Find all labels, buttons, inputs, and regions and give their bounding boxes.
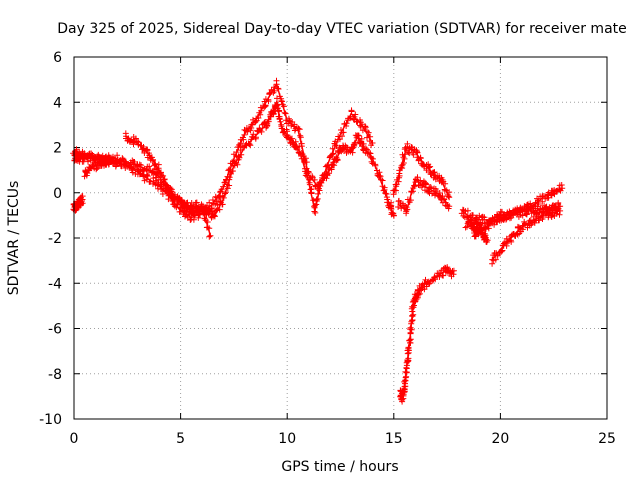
x-tick-label: 10 (278, 431, 296, 447)
series-track-d (81, 154, 120, 180)
y-tick-label: -2 (48, 231, 62, 247)
series-markers (122, 130, 214, 240)
series-track-l (468, 221, 491, 245)
series-track-g (395, 174, 453, 217)
y-tick-label: -8 (48, 367, 62, 383)
y-tick-label: 4 (53, 95, 62, 111)
data-series (70, 77, 566, 405)
y-tick-label: 2 (53, 141, 62, 157)
y-tick-label: 0 (53, 186, 62, 202)
x-tick-label: 0 (70, 431, 79, 447)
chart-title: Day 325 of 2025, Sidereal Day-to-day VTE… (57, 21, 627, 37)
series-markers (81, 154, 120, 180)
series-track-h (397, 264, 457, 405)
series-track-c (70, 193, 86, 214)
x-axis-label: GPS time / hours (281, 459, 398, 475)
series-track-f (390, 140, 453, 201)
series-track-k (489, 205, 564, 267)
series-markers (462, 199, 564, 236)
series-markers (390, 140, 453, 201)
y-tick-label: 6 (53, 50, 62, 66)
y-tick-label: -10 (39, 412, 62, 428)
y-axis-label: SDTVAR / TECUs (6, 181, 22, 296)
y-tick-label: -4 (48, 276, 62, 292)
series-markers (468, 221, 491, 245)
series-markers (489, 205, 564, 267)
x-tick-label: 15 (385, 431, 403, 447)
x-tick-label: 25 (598, 431, 616, 447)
series-markers (397, 264, 457, 405)
axis-ticks: 0 5 10 15 20 25 -10 -8 -6 -4 -2 0 2 4 6 (39, 50, 616, 447)
series-markers (395, 174, 453, 217)
plot-frame (73, 56, 608, 420)
x-tick-label: 20 (491, 431, 509, 447)
x-tick-label: 5 (176, 431, 185, 447)
series-track-e (122, 130, 214, 240)
y-tick-label: -6 (48, 322, 62, 338)
